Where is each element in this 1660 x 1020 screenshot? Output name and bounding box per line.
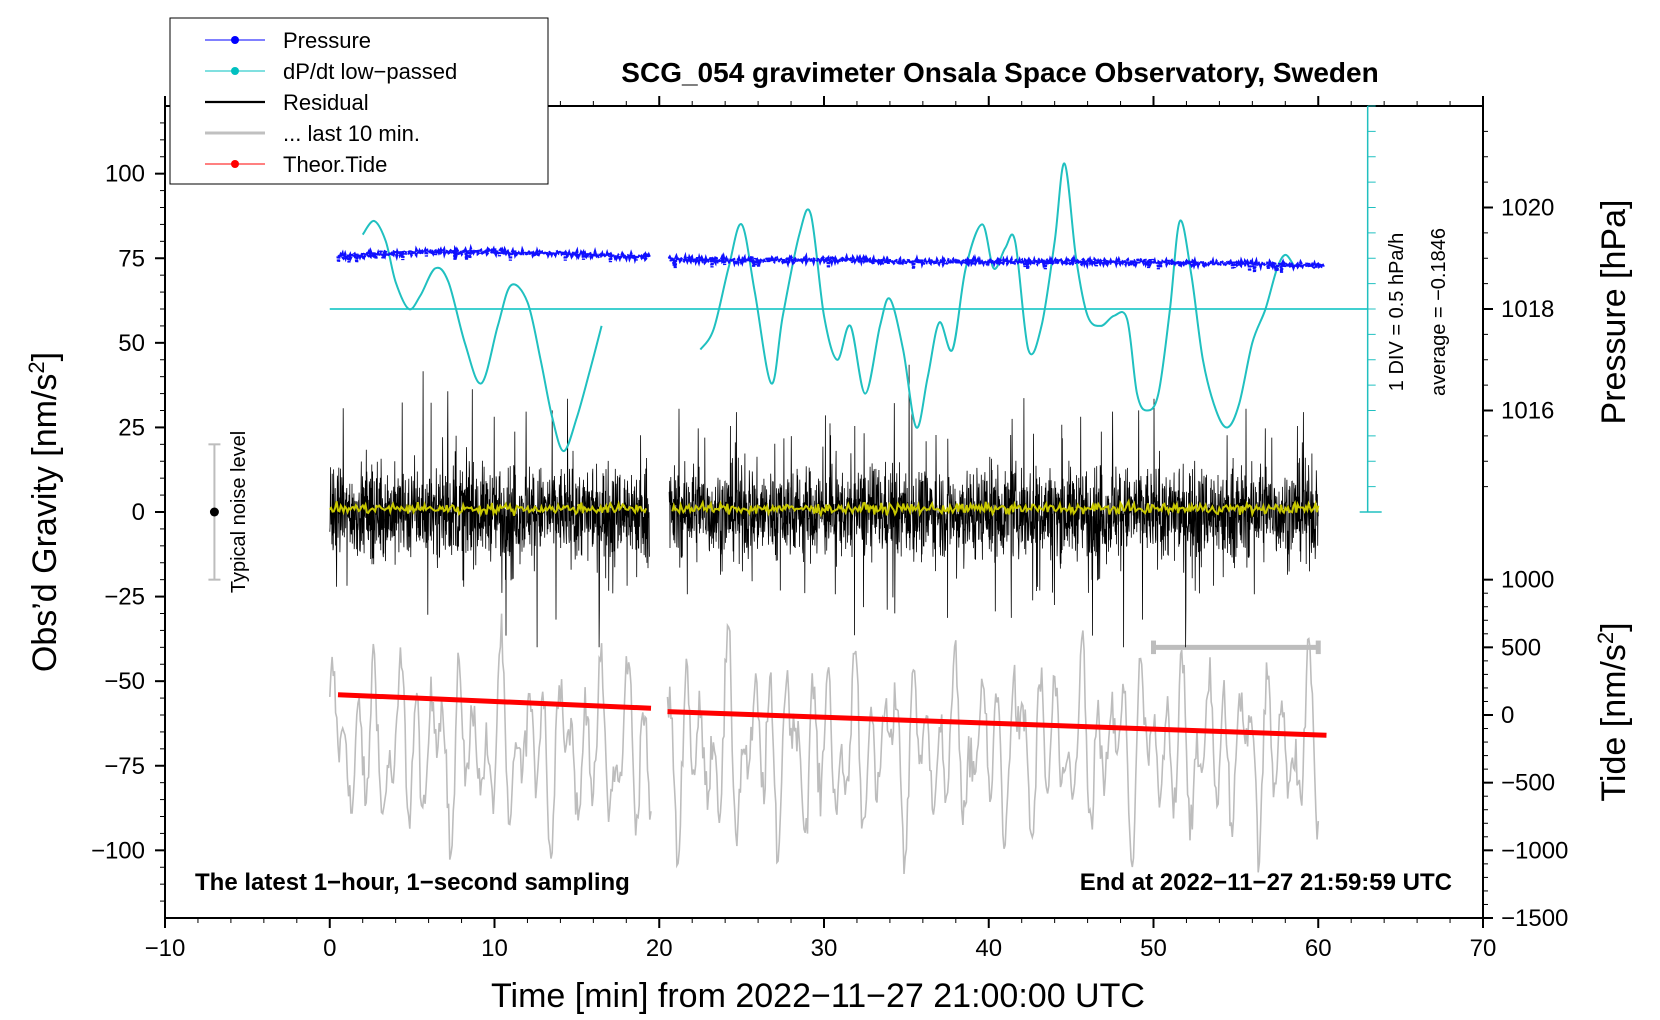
y-tick-label: −50: [104, 668, 145, 695]
tide-tick-label: −1500: [1501, 905, 1568, 932]
y-tick-label: 0: [132, 499, 145, 526]
last-10-min-line-1: [329, 613, 652, 860]
residual-smoothed-series: [329, 498, 1320, 518]
tide-axis-ticks: 1000 500 0 −500 −1000 −1500: [1483, 567, 1568, 932]
x-axis-ticks: −10 0 10 20 30 40 50 60 70: [145, 96, 1497, 962]
tide-tick-label: 1000: [1501, 567, 1554, 594]
note-sampling: The latest 1−hour, 1−second sampling: [195, 869, 630, 896]
x-tick-label: 10: [481, 935, 508, 962]
pressure-tick-label: 1016: [1501, 398, 1554, 425]
dpdt-line-2: [699, 162, 1295, 429]
dpdt-line-1: [361, 220, 603, 453]
tide-line-1: [337, 692, 652, 711]
x-tick-label: 30: [811, 935, 838, 962]
dpdt-div-label: 1 DIV = 0.5 hPa/h: [1386, 233, 1408, 391]
y-tick-label: 50: [118, 330, 145, 357]
pressure-line-1: [336, 243, 651, 265]
legend-marker: [231, 36, 239, 44]
last-10-min-line-2: [666, 622, 1320, 875]
y-tick-label: −100: [91, 837, 145, 864]
legend-label: ... last 10 min.: [283, 121, 420, 146]
x-axis-title: Time [min] from 2022−11−27 21:00:00 UTC: [491, 977, 1145, 1015]
y-tick-label: −25: [104, 584, 145, 611]
residual-line-2: [668, 364, 1319, 648]
chart-title: SCG_054 gravimeter Onsala Space Observat…: [621, 57, 1378, 88]
smoothed-line-2: [671, 498, 1320, 518]
pressure-axis-ticks: 1020 1018 1016: [1483, 130, 1554, 488]
y-axis-title-left: Obs’d Gravity [nm/s2]: [24, 352, 65, 672]
last-10-min-series: [329, 613, 1321, 875]
residual-series: [329, 364, 1319, 648]
pressure-tick-label: 1018: [1501, 296, 1554, 323]
tide-tick-label: 0: [1501, 702, 1514, 729]
theor-tide-series: [337, 692, 1327, 738]
legend-marker: [231, 160, 239, 168]
y-tick-label: 75: [118, 245, 145, 272]
tide-tick-label: −500: [1501, 770, 1555, 797]
pressure-series: [336, 243, 1326, 273]
dpdt-series: [329, 105, 1382, 513]
legend-label: dP/dt low−passed: [283, 59, 457, 84]
x-tick-label: 40: [975, 935, 1002, 962]
annotations: [208, 443, 221, 581]
tide-tick-label: −1000: [1501, 837, 1568, 864]
y-tick-label: 100: [105, 161, 145, 188]
legend: Pressure dP/dt low−passed Residual ... last…: [169, 17, 549, 185]
tide-tick-label: 500: [1501, 634, 1541, 661]
tide-line-2: [667, 709, 1327, 738]
y-axis-title-tide: Tide [nm/s2]: [1593, 622, 1634, 801]
noise-level-label: Typical noise level: [228, 431, 250, 593]
y-tick-label: −75: [104, 753, 145, 780]
legend-label: Theor.Tide: [283, 152, 387, 177]
note-end-time: End at 2022−11−27 21:59:59 UTC: [1080, 869, 1452, 896]
noise-level-dot: [209, 507, 219, 517]
x-tick-label: 60: [1305, 935, 1332, 962]
x-tick-label: 0: [323, 935, 336, 962]
y-tick-label: 25: [118, 414, 145, 441]
y-axis-ticks: 100 75 50 25 0 −25 −50 −75 −100: [91, 122, 165, 902]
smoothed-line-1: [329, 500, 648, 518]
y-axis-title-pressure: Pressure [hPa]: [1595, 200, 1633, 425]
x-tick-label: 70: [1470, 935, 1497, 962]
pressure-line-2: [667, 251, 1326, 273]
x-tick-label: 20: [646, 935, 673, 962]
pressure-tick-label: 1020: [1501, 195, 1554, 222]
legend-marker: [231, 67, 239, 75]
x-tick-label: 50: [1140, 935, 1167, 962]
legend-label: Residual: [283, 90, 369, 115]
residual-line-1: [329, 371, 650, 648]
dpdt-average-label: average = −0.1846: [1428, 228, 1450, 396]
x-tick-label: −10: [145, 935, 186, 962]
legend-label: Pressure: [283, 28, 371, 53]
